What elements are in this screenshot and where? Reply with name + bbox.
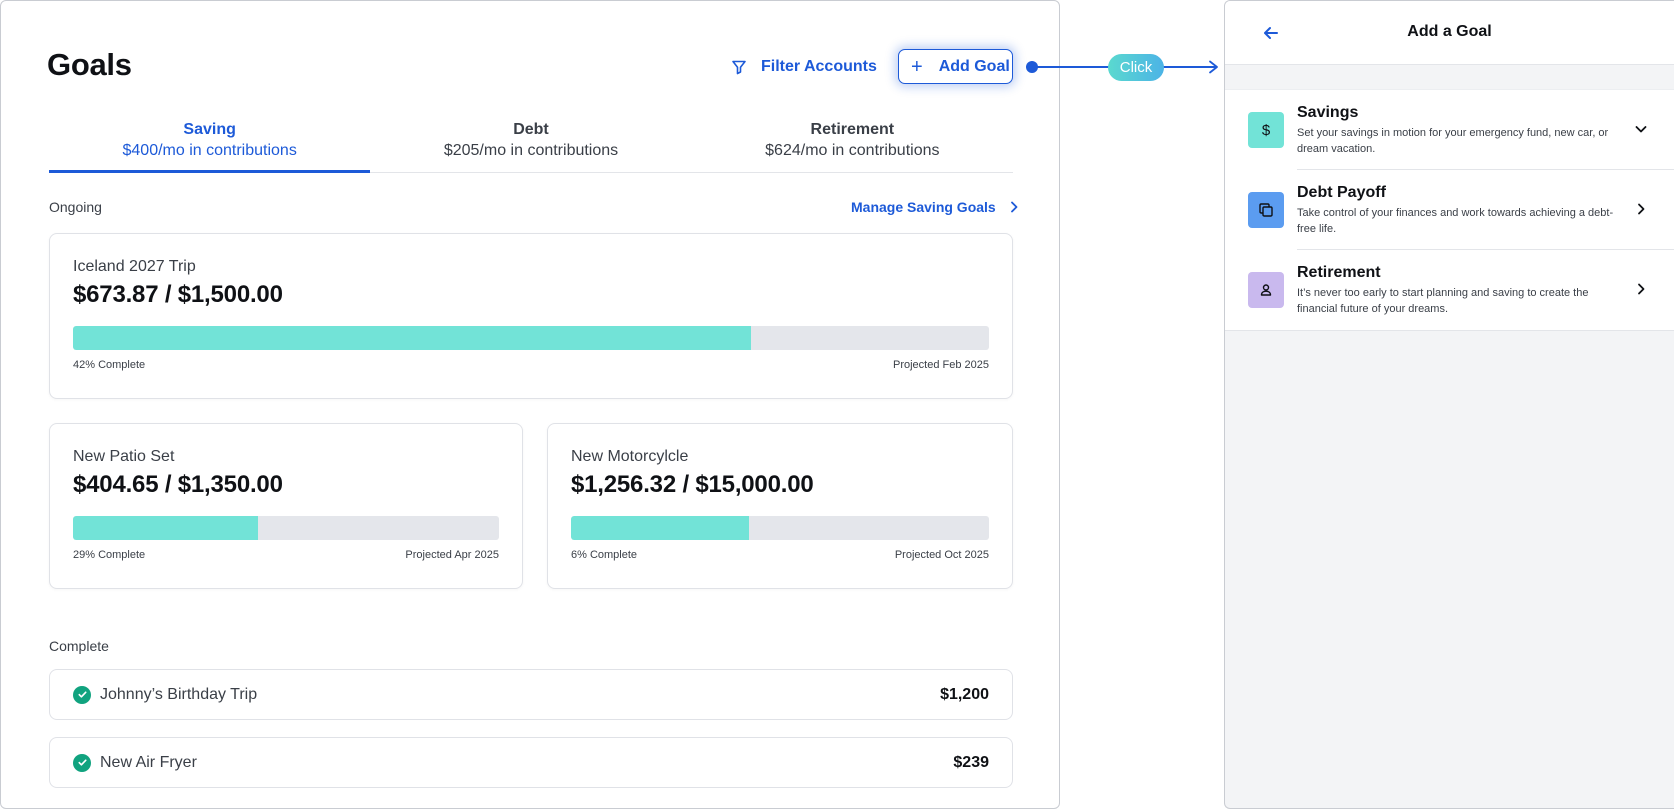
option-title: Retirement xyxy=(1297,264,1381,281)
goal-projected-date: Projected Feb 2025 xyxy=(892,359,989,371)
check-circle-icon xyxy=(73,685,91,704)
add-goal-button[interactable]: + Add Goal xyxy=(898,49,1013,84)
back-arrow-icon[interactable] xyxy=(1261,23,1281,43)
filter-accounts-label: Filter Accounts xyxy=(761,58,877,75)
goals-screen: Goals Filter Accounts + Add Goal Saving … xyxy=(0,0,1060,809)
option-debt-payoff[interactable]: Debt Payoff Take control of your finance… xyxy=(1225,170,1674,250)
tab-retirement[interactable]: Retirement $624/mo in contributions xyxy=(692,119,1013,172)
tab-debt-contributions: $205/mo in contributions xyxy=(443,142,619,159)
option-description: It’s never too early to start planning a… xyxy=(1297,287,1589,315)
goal-options-list: $ Savings Set your savings in motion for… xyxy=(1225,89,1674,331)
completed-goal-name: New Air Fryer xyxy=(100,753,197,771)
goal-amount: $673.87 / $1,500.00 xyxy=(73,281,283,308)
dollar-icon: $ xyxy=(1248,112,1284,148)
filter-accounts-button[interactable]: Filter Accounts xyxy=(731,53,877,81)
page-title: Goals xyxy=(47,47,132,82)
tab-debt[interactable]: Debt $205/mo in contributions xyxy=(370,119,691,172)
option-description: Set your savings in motion for your emer… xyxy=(1297,127,1609,155)
tab-saving[interactable]: Saving $400/mo in contributions xyxy=(49,119,371,173)
cards-icon xyxy=(1248,192,1284,228)
option-description: Take control of your finances and work t… xyxy=(1297,207,1614,235)
goal-card[interactable]: New Patio Set $404.65 / $1,350.00 29% Co… xyxy=(49,423,523,589)
goal-type-tabs: Saving $400/mo in contributions Debt $20… xyxy=(49,119,1013,173)
add-goal-panel: Add a Goal $ Savings Set your savings in… xyxy=(1224,0,1674,809)
manage-saving-goals-label: Manage Saving Goals xyxy=(851,199,996,215)
goal-progress-fill xyxy=(73,326,751,350)
tab-saving-contributions: $400/mo in contributions xyxy=(122,142,297,159)
completed-goal-row[interactable]: New Air Fryer $239 xyxy=(49,737,1013,788)
panel-header: Add a Goal xyxy=(1225,1,1674,65)
goal-projected-date: Projected Oct 2025 xyxy=(894,549,989,561)
ongoing-section-label: Ongoing xyxy=(49,199,102,215)
chevron-right-icon xyxy=(1010,201,1018,213)
goal-percent-complete: 6% Complete xyxy=(571,549,638,561)
goal-projected-date: Projected Apr 2025 xyxy=(405,549,499,561)
chevron-right-icon xyxy=(1638,203,1645,215)
completed-goal-amount: $1,200 xyxy=(940,685,989,703)
goal-name: New Patio Set xyxy=(73,448,175,465)
goal-name: Iceland 2027 Trip xyxy=(73,258,196,275)
arrow-right-icon xyxy=(1209,60,1218,74)
completed-goal-name: Johnny’s Birthday Trip xyxy=(100,685,258,703)
panel-title: Add a Goal xyxy=(1407,23,1492,40)
option-title: Savings xyxy=(1297,104,1359,121)
manage-saving-goals-link[interactable]: Manage Saving Goals xyxy=(851,199,1020,215)
goal-progress-fill xyxy=(73,516,259,540)
tab-saving-label: Saving xyxy=(183,121,236,138)
goal-percent-complete: 29% Complete xyxy=(73,549,146,561)
complete-section-label: Complete xyxy=(49,638,109,654)
goal-progress-bar xyxy=(73,326,989,350)
tab-debt-label: Debt xyxy=(513,121,549,138)
option-retirement[interactable]: Retirement It’s never too early to start… xyxy=(1225,250,1674,330)
goal-progress-bar xyxy=(571,516,989,540)
goal-progress-bar xyxy=(73,516,499,540)
goal-amount: $1,256.32 / $15,000.00 xyxy=(571,471,814,498)
plus-icon: + xyxy=(911,55,923,78)
check-circle-icon xyxy=(73,753,91,772)
option-savings[interactable]: $ Savings Set your savings in motion for… xyxy=(1225,90,1674,170)
goal-percent-complete: 42% Complete xyxy=(73,359,146,371)
add-goal-label: Add Goal xyxy=(938,57,1010,75)
goal-progress-fill xyxy=(571,516,749,540)
goal-amount: $404.65 / $1,350.00 xyxy=(73,471,283,498)
filter-icon xyxy=(732,60,746,75)
person-icon xyxy=(1248,272,1284,308)
completed-goal-amount: $239 xyxy=(953,753,989,771)
completed-goal-row[interactable]: Johnny’s Birthday Trip $1,200 xyxy=(49,669,1013,720)
chevron-down-icon xyxy=(1635,126,1647,133)
goal-card[interactable]: Iceland 2027 Trip $673.87 / $1,500.00 42… xyxy=(49,233,1013,399)
tab-retirement-label: Retirement xyxy=(810,121,895,138)
goal-card[interactable]: New Motorcylcle $1,256.32 / $15,000.00 6… xyxy=(547,423,1013,589)
chevron-right-icon xyxy=(1638,283,1645,295)
click-annotation: Click xyxy=(1108,54,1164,81)
option-title: Debt Payoff xyxy=(1297,184,1386,201)
tab-retirement-contributions: $624/mo in contributions xyxy=(765,142,940,159)
goal-name: New Motorcylcle xyxy=(571,448,689,465)
flow-connector-dot xyxy=(1026,61,1038,73)
